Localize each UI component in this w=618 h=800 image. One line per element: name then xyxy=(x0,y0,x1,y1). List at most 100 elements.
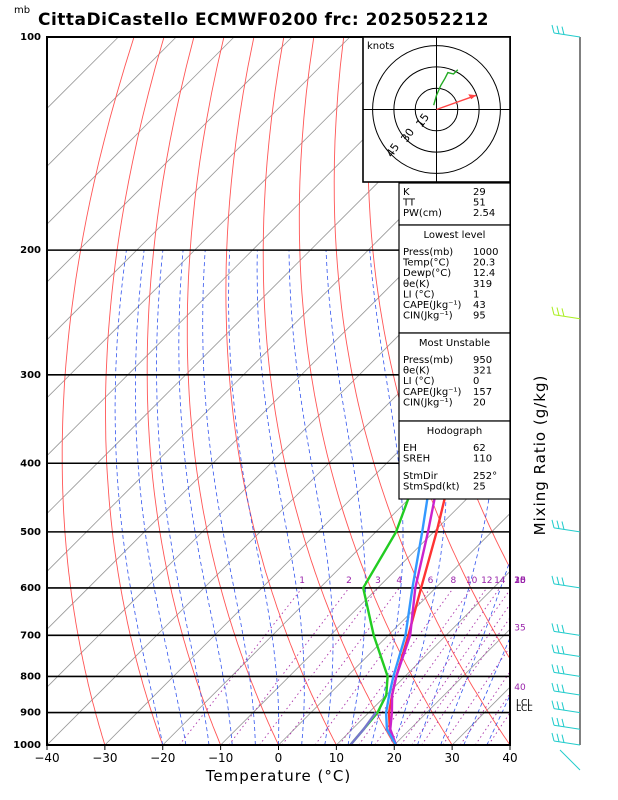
mixing-ratio-label: 1 xyxy=(299,576,305,586)
dry-adiabat xyxy=(367,37,510,660)
indices-box xyxy=(398,224,511,334)
index-value: 95 xyxy=(473,311,486,322)
wind-barb-flag xyxy=(551,519,555,528)
storm-motion-arrow xyxy=(436,94,477,111)
wind-barb-flag xyxy=(551,623,555,632)
mixing-ratio-line xyxy=(411,603,510,745)
wind-barb-flag xyxy=(556,624,560,633)
mixing-ratio-line xyxy=(228,587,350,745)
profile-line xyxy=(349,260,510,745)
moist-adiabat xyxy=(202,250,256,745)
wind-barb-shaft xyxy=(553,314,581,320)
wind-barb-shaft xyxy=(553,630,581,636)
moist-adiabat xyxy=(156,250,210,745)
index-value: 319 xyxy=(473,279,492,290)
moist-adiabat xyxy=(135,250,187,745)
wind-barb-flag xyxy=(561,308,565,317)
x-tick-label: −20 xyxy=(150,751,175,765)
index-label: PW(cm) xyxy=(403,208,442,219)
index-label: StmSpd(kt) xyxy=(403,482,460,493)
x-axis-label: Temperature (°C) xyxy=(205,767,351,785)
index-label: CAPE(Jkg⁻¹) xyxy=(403,387,461,398)
index-value: 1000 xyxy=(473,247,498,258)
index-value: 2.54 xyxy=(473,208,495,219)
pressure-tick-label: 200 xyxy=(20,245,41,256)
index-value: 0 xyxy=(473,376,479,387)
moist-adiabat xyxy=(228,250,280,745)
indices-box xyxy=(398,332,511,422)
mixing-ratio-line xyxy=(421,616,510,745)
index-label: EH xyxy=(403,443,417,454)
index-label: CAPE(Jkg⁻¹) xyxy=(403,300,461,311)
index-label: CIN(Jkg⁻¹) xyxy=(403,311,453,322)
index-value: 20 xyxy=(473,397,486,408)
wind-barb-flag xyxy=(556,520,560,529)
moist-adiabat xyxy=(256,250,305,745)
index-value: 1 xyxy=(473,289,479,300)
wind-barb-shaft xyxy=(553,708,581,714)
indices-section-title: Most Unstable xyxy=(419,338,490,349)
isotherm-line xyxy=(47,223,510,688)
mixing-ratio-label: 16 xyxy=(514,576,526,586)
wind-barb-shaft xyxy=(559,749,581,771)
indices-box xyxy=(398,182,511,226)
index-label: Press(mb) xyxy=(403,247,453,258)
wind-barb-flag xyxy=(556,683,560,692)
mixing-ratio-line xyxy=(388,587,501,745)
index-label: θe(K) xyxy=(403,279,430,290)
wind-barb-shaft xyxy=(553,690,581,696)
wind-barb-shaft xyxy=(553,527,581,533)
wind-barb-flag xyxy=(556,25,560,34)
wind-barb-flag xyxy=(556,576,560,585)
wind-barb-flag xyxy=(551,306,555,315)
mixing-ratio-line xyxy=(281,587,400,745)
index-value: 12.4 xyxy=(473,268,495,279)
mixing-ratio-line xyxy=(488,711,510,745)
profile-line xyxy=(349,711,377,745)
index-label: Dewp(°C) xyxy=(403,268,451,279)
mixing-ratio-line xyxy=(179,587,303,745)
x-tick-label: −40 xyxy=(34,751,59,765)
isotherm-line xyxy=(47,37,409,399)
index-label: Press(mb) xyxy=(403,355,453,366)
indices-box xyxy=(398,420,511,500)
wind-barb-flag xyxy=(551,575,555,585)
wind-barb-flag xyxy=(561,521,565,530)
pressure-tick-label: 1000 xyxy=(13,740,41,751)
index-value: 51 xyxy=(473,198,486,209)
wind-barb-flag xyxy=(556,307,560,316)
mixing-ratio-line xyxy=(374,587,488,745)
wind-barb-flag xyxy=(556,645,560,654)
isotherm-line xyxy=(220,455,510,745)
wind-barb-flag xyxy=(551,24,555,34)
mixing-ratio-label: 35 xyxy=(514,623,525,633)
mixing-ratio-label: 6 xyxy=(428,576,434,586)
dry-adiabat xyxy=(553,37,618,745)
dry-adiabat xyxy=(186,37,279,745)
wind-barb-flag xyxy=(561,718,565,727)
moist-adiabat xyxy=(114,250,164,745)
isotherm-line xyxy=(47,37,235,225)
wind-barb-flag xyxy=(556,733,560,742)
wind-barb-shaft xyxy=(553,671,581,677)
dry-adiabat xyxy=(333,37,510,745)
pressure-tick-label: 100 xyxy=(20,32,41,43)
wind-barb-shaft xyxy=(553,583,581,589)
index-value: 25 xyxy=(473,482,486,493)
x-tick-label: 0 xyxy=(275,751,283,765)
isotherm-line xyxy=(47,37,351,341)
x-tick-label: 30 xyxy=(444,751,459,765)
index-label: θe(K) xyxy=(403,366,430,377)
dry-adiabat xyxy=(61,37,135,745)
index-value: 43 xyxy=(473,300,486,311)
wind-barb-flag xyxy=(561,702,565,711)
mixing-ratio-axis-label: Mixing Ratio (g/kg) xyxy=(531,375,549,536)
index-label: LI (°C) xyxy=(403,289,435,300)
mixing-ratio-line xyxy=(259,587,379,745)
moist-adiabat xyxy=(178,250,233,745)
index-value: 950 xyxy=(473,355,492,366)
moist-adiabat xyxy=(288,250,334,745)
wind-barb-shaft xyxy=(553,740,581,746)
x-tick-label: 10 xyxy=(329,751,344,765)
dry-adiabat xyxy=(105,37,165,745)
